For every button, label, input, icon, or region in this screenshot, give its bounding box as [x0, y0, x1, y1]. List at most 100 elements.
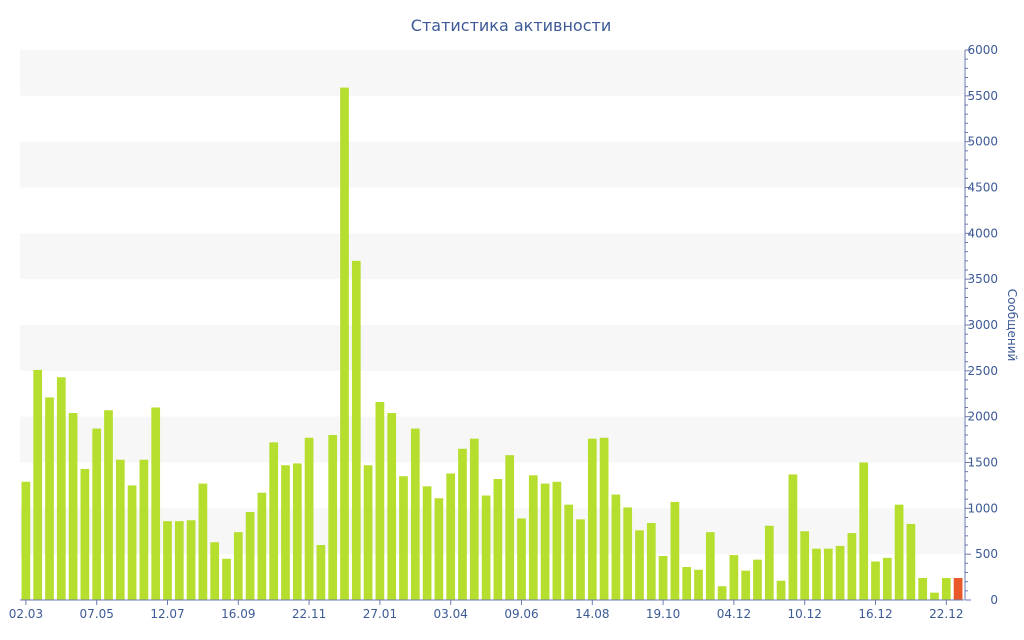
- bar[interactable]: [788, 474, 798, 600]
- bar[interactable]: [104, 410, 113, 600]
- bar[interactable]: [422, 486, 432, 600]
- bar[interactable]: [174, 521, 184, 600]
- bar[interactable]: [812, 548, 821, 600]
- x-tick-label: 19.10: [646, 607, 680, 621]
- bar[interactable]: [269, 442, 279, 600]
- bar[interactable]: [576, 519, 585, 600]
- bar[interactable]: [906, 523, 916, 600]
- bar[interactable]: [399, 476, 408, 600]
- bar[interactable]: [587, 438, 597, 600]
- bar[interactable]: [410, 428, 420, 600]
- bar[interactable]: [363, 465, 373, 600]
- y-tick-label: 2500: [967, 364, 998, 378]
- bar[interactable]: [56, 377, 66, 600]
- y-tick-label: 4500: [967, 181, 998, 195]
- bar[interactable]: [233, 532, 243, 600]
- bar[interactable]: [894, 504, 904, 600]
- bar[interactable]: [753, 559, 762, 600]
- bar[interactable]: [882, 557, 892, 600]
- bar[interactable]: [257, 492, 267, 600]
- bar[interactable]: [847, 533, 857, 600]
- bar-current[interactable]: [953, 578, 963, 600]
- bar[interactable]: [635, 530, 644, 600]
- x-tick-label: 03.04: [434, 607, 468, 621]
- y-tick-label: 1000: [967, 501, 998, 515]
- bar[interactable]: [127, 485, 137, 600]
- bar[interactable]: [611, 494, 621, 600]
- bar[interactable]: [446, 473, 456, 601]
- bar[interactable]: [351, 260, 361, 600]
- x-tick-label: 16.09: [221, 607, 255, 621]
- bar[interactable]: [198, 483, 208, 600]
- bar[interactable]: [871, 561, 880, 601]
- bar[interactable]: [222, 558, 231, 600]
- bar[interactable]: [45, 397, 54, 600]
- bar[interactable]: [115, 459, 125, 600]
- x-tick-label: 10.12: [788, 607, 822, 621]
- bar[interactable]: [328, 435, 338, 600]
- bar[interactable]: [21, 481, 31, 600]
- bar[interactable]: [741, 570, 751, 600]
- bar[interactable]: [316, 545, 326, 600]
- bar[interactable]: [33, 369, 43, 600]
- bar[interactable]: [80, 468, 90, 600]
- bar[interactable]: [210, 542, 220, 600]
- y-tick-label: 5500: [967, 89, 998, 103]
- grid-band: [20, 50, 964, 96]
- bar[interactable]: [68, 413, 78, 600]
- bar[interactable]: [245, 512, 255, 600]
- bar[interactable]: [469, 438, 479, 600]
- bar[interactable]: [930, 592, 939, 600]
- bar[interactable]: [151, 407, 161, 601]
- y-tick-label: 500: [975, 547, 998, 561]
- bar[interactable]: [375, 402, 385, 600]
- bar[interactable]: [163, 521, 172, 600]
- chart-title: Статистика активности: [411, 16, 611, 35]
- y-tick-label: 4000: [967, 226, 998, 240]
- bar[interactable]: [493, 479, 503, 600]
- x-tick-label: 16.12: [858, 607, 892, 621]
- x-tick-label: 12.07: [150, 607, 184, 621]
- bar[interactable]: [764, 525, 774, 600]
- bar[interactable]: [729, 555, 739, 600]
- bar[interactable]: [92, 428, 102, 600]
- bar[interactable]: [434, 498, 444, 600]
- bar[interactable]: [717, 586, 727, 600]
- bar[interactable]: [918, 578, 928, 600]
- bar[interactable]: [682, 567, 692, 600]
- bar[interactable]: [387, 413, 397, 600]
- bar[interactable]: [186, 520, 196, 600]
- bar[interactable]: [505, 455, 515, 600]
- bar[interactable]: [623, 507, 633, 600]
- bar[interactable]: [528, 475, 538, 600]
- bar[interactable]: [552, 481, 562, 600]
- bar[interactable]: [646, 523, 656, 600]
- x-tick-label: 27.01: [363, 607, 397, 621]
- bar[interactable]: [540, 483, 550, 600]
- grid-bands: [20, 50, 964, 555]
- bar[interactable]: [800, 531, 810, 600]
- bar[interactable]: [670, 501, 680, 600]
- bar[interactable]: [941, 578, 951, 600]
- bar[interactable]: [517, 518, 526, 600]
- bar[interactable]: [599, 437, 609, 600]
- bar[interactable]: [139, 459, 149, 600]
- bar[interactable]: [292, 463, 302, 600]
- grid-band: [20, 325, 964, 371]
- bar[interactable]: [564, 504, 574, 600]
- bar[interactable]: [835, 545, 845, 600]
- bar[interactable]: [658, 556, 668, 600]
- bar[interactable]: [304, 437, 314, 600]
- bar[interactable]: [859, 462, 869, 601]
- bar[interactable]: [281, 465, 290, 600]
- bar[interactable]: [481, 495, 491, 601]
- bar[interactable]: [776, 580, 786, 600]
- bar[interactable]: [340, 87, 349, 600]
- bar[interactable]: [694, 569, 703, 600]
- bar[interactable]: [823, 548, 833, 600]
- bar[interactable]: [705, 532, 715, 600]
- grid-band: [20, 508, 964, 555]
- x-tick-label: 04.12: [717, 607, 751, 621]
- bar[interactable]: [458, 448, 467, 600]
